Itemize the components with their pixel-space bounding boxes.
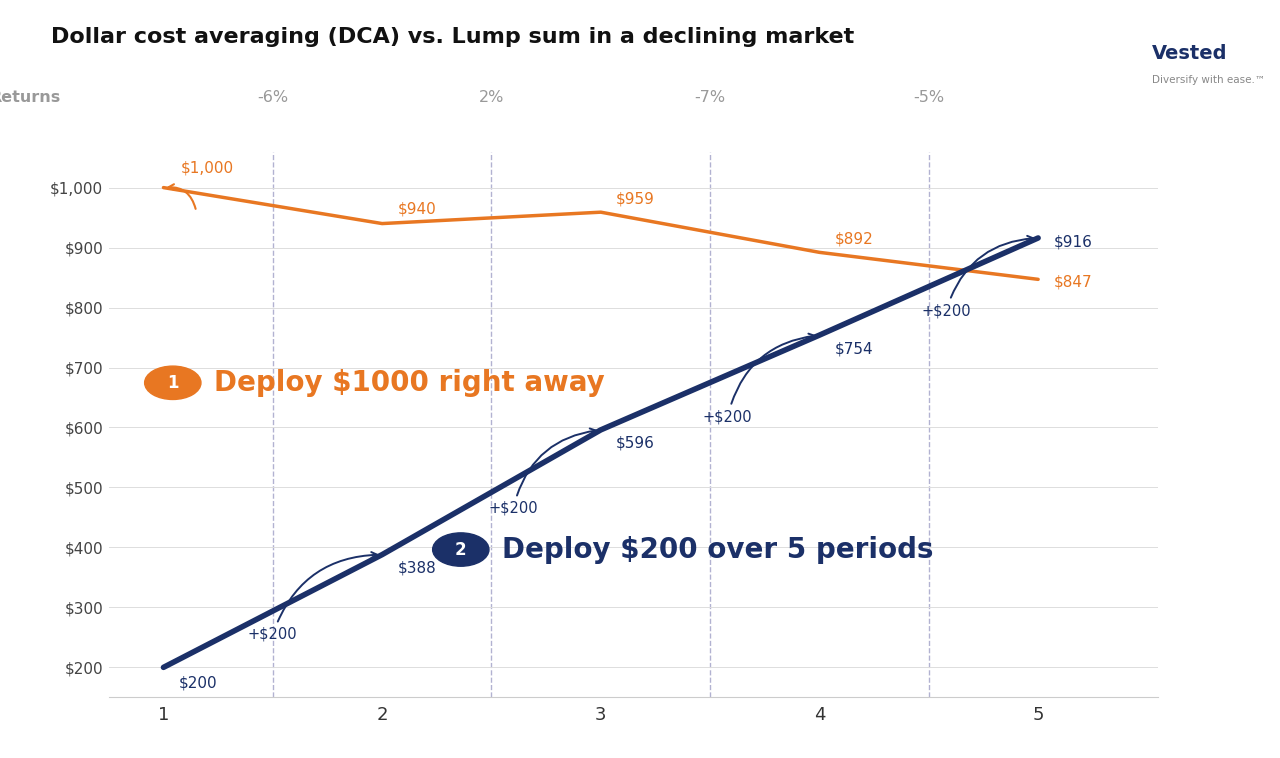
Text: 2%: 2% [479, 89, 504, 105]
Text: $959: $959 [616, 192, 655, 207]
Text: $892: $892 [835, 231, 873, 246]
Text: 2: 2 [454, 540, 467, 559]
Text: $940: $940 [397, 202, 436, 216]
Text: Deploy $1000 right away: Deploy $1000 right away [214, 369, 604, 396]
Text: Vested: Vested [1152, 43, 1228, 63]
Text: $388: $388 [397, 561, 436, 575]
Text: -5%: -5% [913, 89, 945, 105]
Text: +$200: +$200 [922, 236, 1033, 318]
Text: +$200: +$200 [489, 428, 596, 516]
Text: -7%: -7% [695, 89, 726, 105]
Text: +$200: +$200 [248, 552, 378, 642]
Text: Dollar cost averaging (DCA) vs. Lump sum in a declining market: Dollar cost averaging (DCA) vs. Lump sum… [51, 27, 855, 46]
Text: 1: 1 [168, 374, 178, 392]
Text: Deploy $200 over 5 periods: Deploy $200 over 5 periods [502, 536, 933, 563]
Text: +$200: +$200 [703, 334, 814, 424]
Text: $1,000: $1,000 [180, 161, 234, 176]
Text: Diversify with ease.™: Diversify with ease.™ [1152, 74, 1265, 85]
Polygon shape [1068, 40, 1129, 92]
Text: $847: $847 [1053, 274, 1092, 290]
Text: $596: $596 [616, 436, 655, 451]
Text: $916: $916 [1053, 234, 1092, 249]
Text: $754: $754 [835, 341, 873, 356]
Text: $200: $200 [179, 676, 218, 691]
Text: Returns: Returns [0, 89, 60, 105]
Text: -6%: -6% [257, 89, 288, 105]
